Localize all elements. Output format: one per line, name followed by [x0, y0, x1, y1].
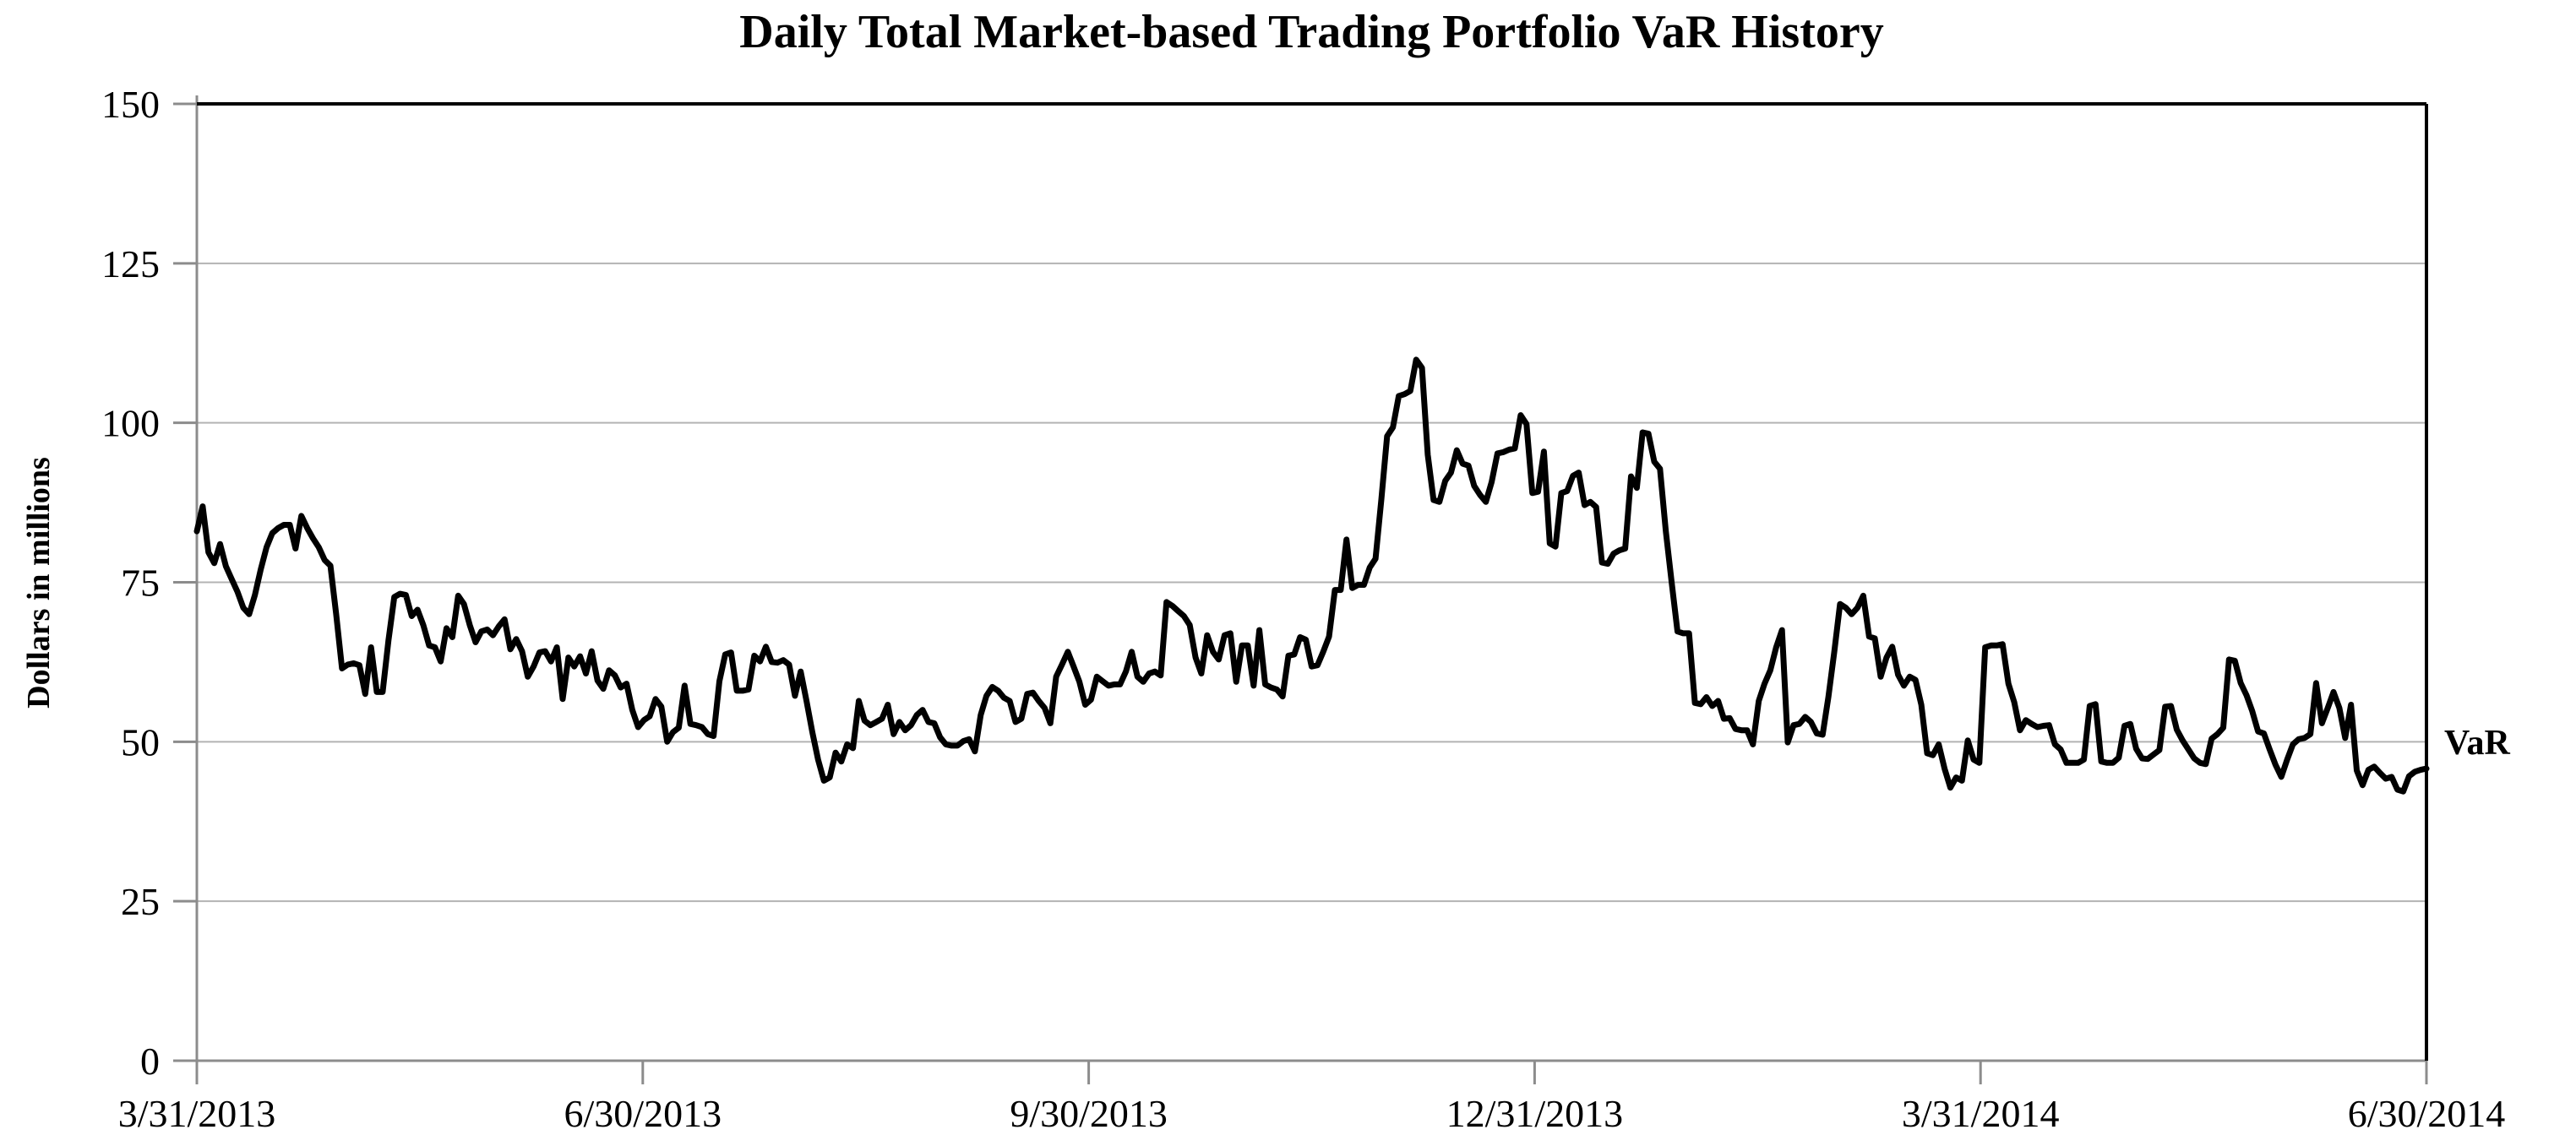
chart-title: Daily Total Market-based Trading Portfol…	[739, 6, 1884, 58]
y-tick-label-75: 75	[121, 562, 160, 605]
x-tick-label-4: 3/31/2014	[1902, 1092, 2060, 1135]
x-tick-label-5: 6/30/2014	[2348, 1092, 2506, 1135]
y-tick-label-100: 100	[101, 402, 160, 445]
y-tick-label-125: 125	[101, 242, 160, 285]
y-tick-label-150: 150	[101, 83, 160, 126]
y-tick-label-25: 25	[121, 880, 160, 923]
x-tick-label-3: 12/31/2013	[1446, 1092, 1624, 1135]
y-tick-label-50: 50	[121, 720, 160, 763]
y-tick-label-0: 0	[140, 1040, 160, 1083]
var-series-line	[193, 356, 2430, 795]
x-tick-label-2: 9/30/2013	[1010, 1092, 1168, 1135]
series-label-var: VaR	[2444, 724, 2510, 763]
x-tick-label-1: 6/30/2013	[564, 1092, 722, 1135]
x-tick-label-0: 3/31/2013	[118, 1092, 276, 1135]
